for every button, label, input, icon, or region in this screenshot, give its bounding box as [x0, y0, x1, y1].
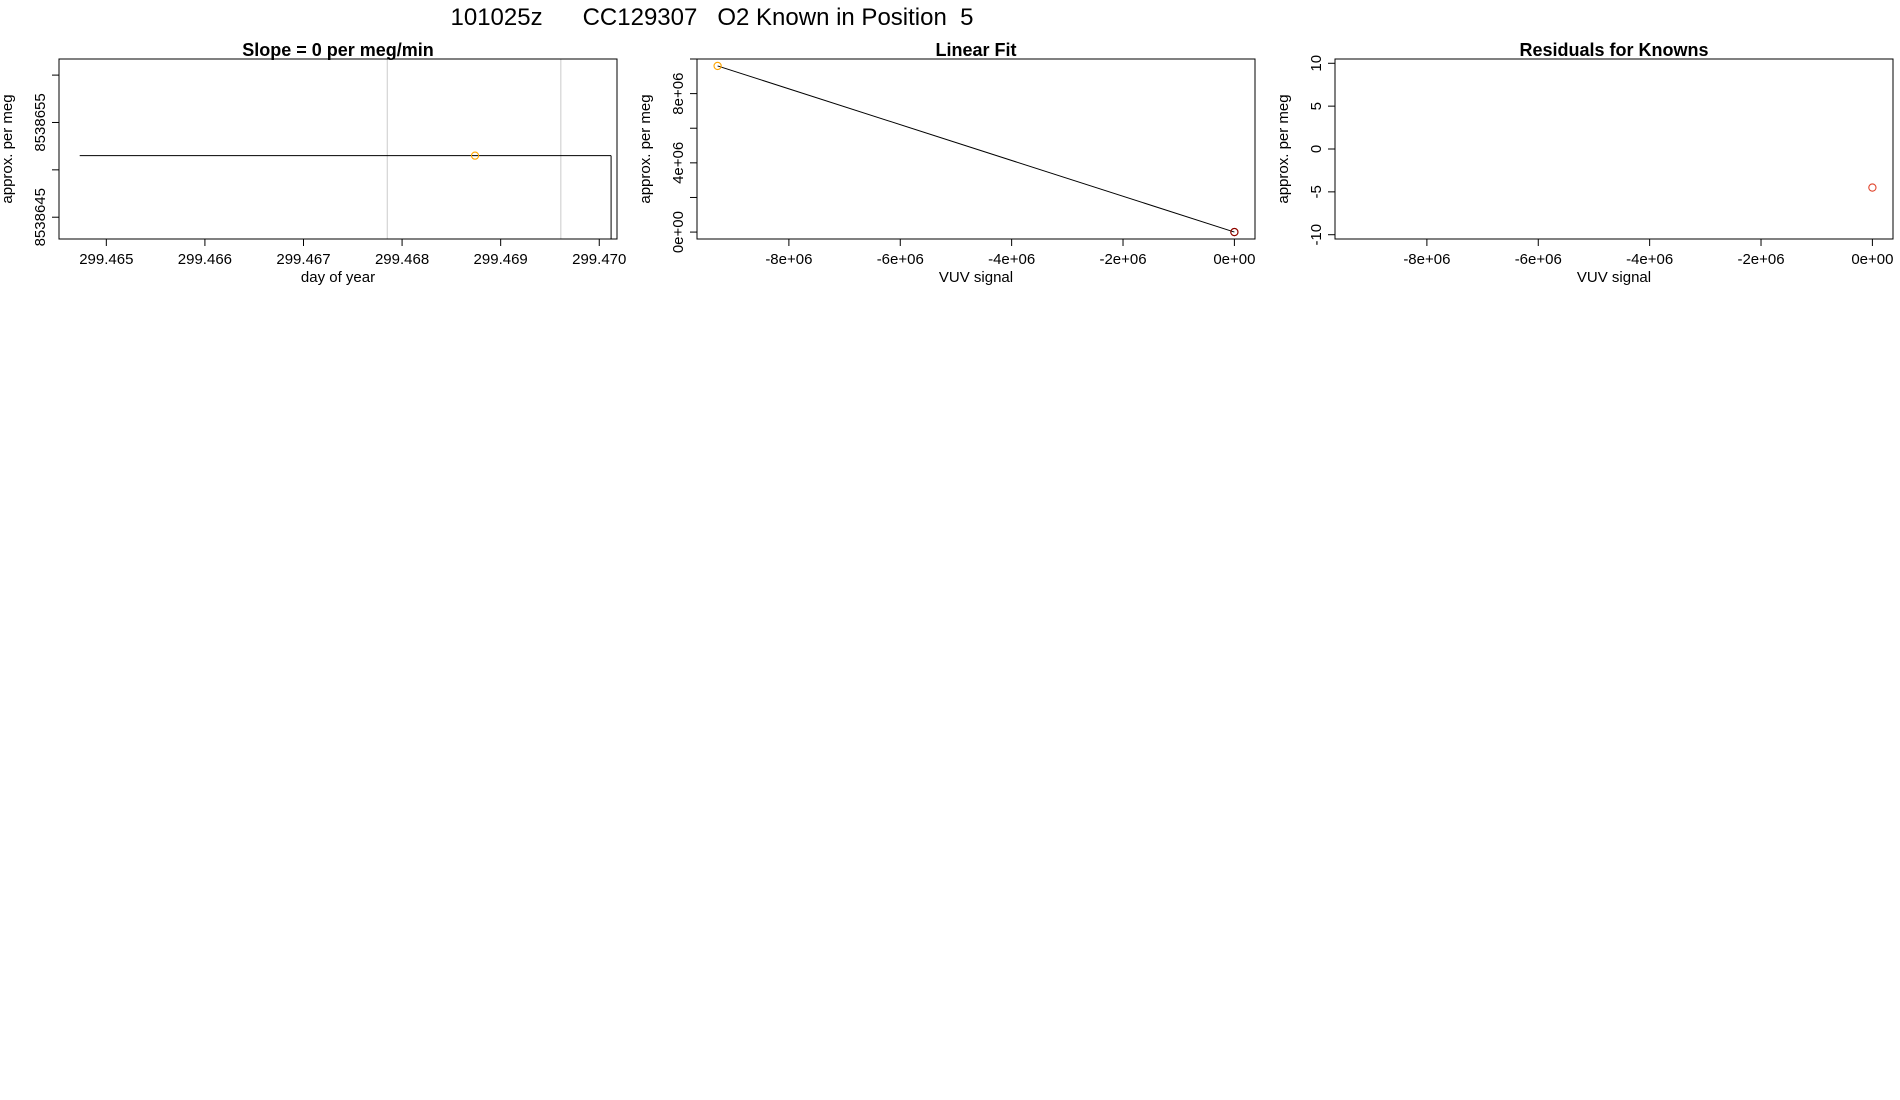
x-tick-label: 299.469 — [474, 251, 528, 268]
y-tick-label: 8538645 — [32, 188, 49, 246]
y-tick-label: 5 — [1308, 102, 1325, 110]
chart-title: Residuals for Knowns — [1519, 40, 1708, 60]
y-axis-label: approx. per meg — [0, 94, 16, 203]
x-tick-label: -4e+06 — [988, 251, 1035, 268]
plot-frame — [1334, 58, 1894, 240]
y-axis-label: approx. per meg — [1275, 94, 1292, 203]
x-tick-label: 299.467 — [276, 251, 330, 268]
y-tick-label: 0e+00 — [670, 211, 687, 253]
panel-slope: Slope = 0 per meg/min 299.465 299.466 299.4… — [0, 40, 626, 286]
x-axis-label: VUV signal — [939, 269, 1013, 286]
x-tick-label: 299.468 — [375, 251, 429, 268]
x-tick-label: -2e+06 — [1737, 251, 1784, 268]
x-tick-label: -4e+06 — [1626, 251, 1673, 268]
y-tick-label: 0 — [1308, 145, 1325, 153]
x-tick-label: 0e+00 — [1851, 251, 1893, 268]
x-tick-label: -6e+06 — [1515, 251, 1562, 268]
x-axis-label: VUV signal — [1577, 269, 1651, 286]
x-tick-label: -2e+06 — [1099, 251, 1146, 268]
x-tick-label: -8e+06 — [1403, 251, 1450, 268]
x-axis-label: day of year — [301, 269, 375, 286]
panel-linear-fit: Linear Fit -8e+06 -6e+06 -4e+06 -2e+06 0e+00 V… — [637, 40, 1256, 286]
chart-title: Linear Fit — [935, 40, 1016, 60]
y-tick-label: 8e+06 — [670, 73, 687, 115]
plot-frame — [696, 58, 1256, 240]
y-tick-label: 8538655 — [32, 93, 49, 151]
data-point-0 — [1868, 183, 1877, 192]
figure-title: 101025z CC129307 O2 Known in Position 5 — [451, 4, 974, 31]
fit-line — [717, 65, 1235, 233]
x-tick-label: 299.465 — [79, 251, 133, 268]
plot-frame — [58, 58, 618, 240]
data-point-0 — [470, 151, 480, 160]
x-tick-label: -8e+06 — [765, 251, 812, 268]
y-tick-label: -5 — [1308, 185, 1325, 198]
panel-residuals: Residuals for Knowns -8e+06 -6e+06 -4e+06 -2… — [1275, 40, 1894, 286]
y-tick-label: 4e+06 — [670, 142, 687, 184]
chart-title: Slope = 0 per meg/min — [242, 40, 434, 60]
data-point-2 — [1230, 227, 1239, 237]
y-tick-label: 10 — [1308, 55, 1325, 72]
x-tick-label: 299.466 — [178, 251, 232, 268]
y-axis-label: approx. per meg — [637, 94, 654, 203]
x-tick-label: -6e+06 — [877, 251, 924, 268]
x-tick-label: 299.470 — [572, 251, 626, 268]
y-tick-label: -10 — [1308, 224, 1325, 246]
data-point-0 — [713, 61, 722, 71]
x-tick-label: 0e+00 — [1213, 251, 1255, 268]
